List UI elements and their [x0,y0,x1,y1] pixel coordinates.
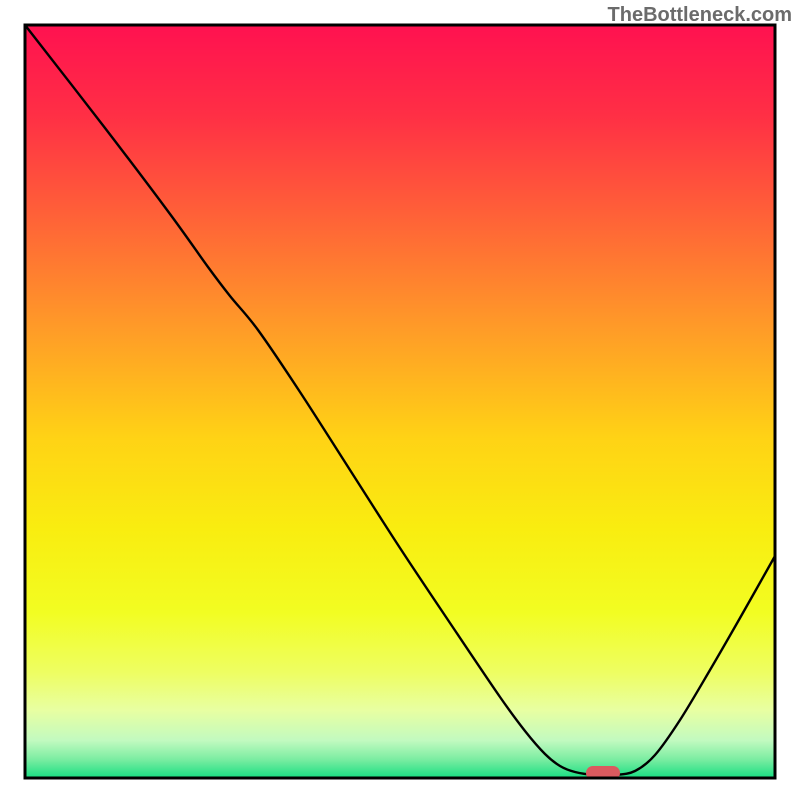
chart-container: { "watermark": { "text": "TheBottleneck.… [0,0,800,800]
watermark-text: TheBottleneck.com [608,4,792,27]
chart-background [25,25,775,778]
bottleneck-curve-chart [0,0,800,800]
